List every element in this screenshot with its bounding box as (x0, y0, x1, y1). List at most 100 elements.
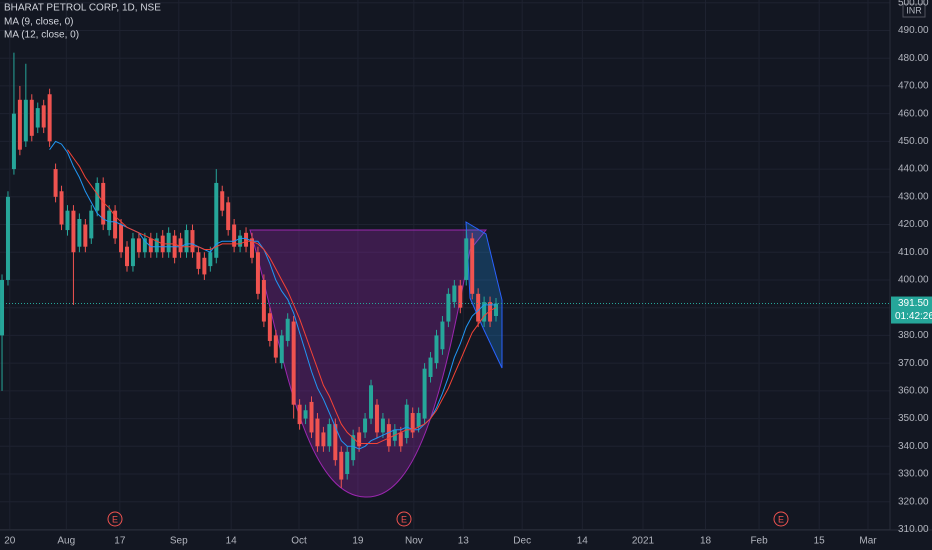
candle-body (214, 182, 219, 258)
candle-body (291, 321, 296, 405)
candle-body (315, 418, 320, 447)
event-marker[interactable]: E (107, 511, 123, 527)
y-tick-label: 450.00 (898, 136, 929, 147)
candle-body (208, 252, 213, 267)
y-tick-label: 380.00 (898, 330, 929, 341)
candle-body (428, 357, 433, 377)
candle-body (273, 335, 278, 358)
candle-body (107, 210, 112, 231)
candle-body (232, 224, 237, 247)
x-tick-label: 20 (4, 536, 16, 547)
candle-body (238, 235, 243, 247)
y-tick-label: 420.00 (898, 219, 929, 230)
event-marker[interactable]: E (396, 511, 412, 527)
candle-body (333, 424, 338, 461)
countdown: 01:42:26 (895, 311, 932, 322)
candle-body (196, 252, 201, 269)
candle-body (17, 99, 22, 150)
candle-body (410, 413, 415, 433)
x-tick-label: Nov (405, 536, 423, 547)
candle-body (244, 232, 249, 247)
candle-body (77, 218, 82, 247)
candle-body (53, 169, 58, 197)
x-tick-label: Feb (750, 536, 768, 547)
currency-box (902, 3, 926, 18)
candle-body (386, 424, 391, 447)
candle-body (267, 313, 272, 341)
candle-body (202, 257, 207, 275)
y-tick-label: 430.00 (898, 191, 929, 202)
candle-body (154, 238, 159, 253)
candle-body (47, 94, 52, 142)
currency: INR (906, 5, 922, 15)
last-price-box (891, 296, 932, 324)
candle-body (249, 238, 254, 258)
candle-body (494, 303, 499, 317)
candle-body (458, 285, 463, 308)
candle-body (357, 432, 362, 447)
x-tick-label: 2021 (632, 536, 655, 547)
candle-body (0, 279, 5, 336)
candle-body (327, 424, 332, 447)
candle-body (446, 293, 451, 322)
event-marker[interactable]: E (773, 511, 789, 527)
x-tick-label: 14 (226, 536, 238, 547)
candle-body (464, 238, 469, 280)
candle-body (374, 404, 379, 433)
x-tick-label: 19 (352, 536, 364, 547)
candle-body (35, 108, 40, 128)
candle-body (119, 224, 124, 253)
x-tick-label: 18 (700, 536, 712, 547)
candle-body (71, 210, 76, 253)
candle-body (95, 182, 100, 211)
y-tick-label: 410.00 (898, 247, 929, 258)
candle-body (285, 318, 290, 341)
candle-body (65, 210, 70, 231)
candle-body (404, 404, 409, 438)
candle-body (279, 335, 284, 364)
event-label: E (778, 514, 784, 524)
candle-body (59, 191, 64, 225)
event-circle (396, 511, 412, 527)
y-tick-label: 480.00 (898, 53, 929, 64)
y-tick-label: 400.00 (898, 275, 929, 286)
y-tick-label: 500.00 (898, 0, 929, 8)
y-tick-label: 470.00 (898, 81, 929, 92)
x-tick-label: Aug (57, 536, 75, 547)
candle-body (398, 432, 403, 447)
candle-body (166, 232, 171, 253)
last-price-label: 391.50 (898, 298, 929, 309)
x-tick-label: 17 (114, 536, 126, 547)
candle-body (184, 230, 189, 253)
candle-body (309, 401, 314, 433)
candle-body (339, 451, 344, 480)
candle-body (220, 191, 225, 211)
cup-pattern (249, 229, 488, 498)
candle-body (416, 413, 421, 427)
candle-body (482, 302, 487, 322)
candle-body (261, 279, 266, 322)
candle-body (369, 385, 374, 419)
candle-body (363, 418, 368, 433)
x-tick-label: Sep (170, 536, 188, 547)
candle-body (89, 210, 94, 239)
candle-body (29, 99, 34, 136)
x-tick-label: Oct (291, 536, 307, 547)
candle-body (178, 238, 183, 253)
x-tick-label: 15 (814, 536, 826, 547)
y-tick-label: 360.00 (898, 385, 929, 396)
candle-body (470, 238, 475, 294)
y-tick-label: 370.00 (898, 358, 929, 369)
event-circle (107, 511, 123, 527)
candle-body (136, 238, 141, 253)
candle-body (255, 252, 260, 294)
chart-title: BHARAT PETROL CORP, 1D, NSE (4, 3, 161, 14)
y-tick-label: 340.00 (898, 441, 929, 452)
candle-body (142, 238, 147, 253)
candle-body (351, 435, 356, 461)
ma-line (49, 140, 496, 450)
legend-entry: MA (12, close, 0) (4, 30, 79, 41)
candle-body (440, 321, 445, 350)
candle-body (130, 238, 135, 267)
